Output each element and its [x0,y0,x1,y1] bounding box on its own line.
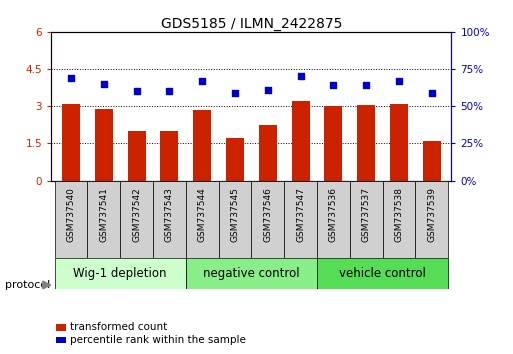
Bar [54,181,87,258]
Text: GSM737536: GSM737536 [329,187,338,242]
Point [67,75,75,81]
Bar [226,138,244,181]
Bar [291,101,309,181]
Point [428,90,436,96]
Bar [128,131,146,181]
Bar [357,105,375,181]
Text: Wig-1 depletion: Wig-1 depletion [73,267,167,280]
Bar [251,181,284,258]
Bar [62,104,80,181]
Point [329,82,338,88]
Bar [317,258,448,289]
Text: GSM737542: GSM737542 [132,187,141,241]
Text: protocol: protocol [5,280,50,290]
Text: percentile rank within the sample: percentile rank within the sample [70,335,246,345]
Bar [87,181,120,258]
Point [395,78,403,84]
Bar [383,181,416,258]
Text: GSM737537: GSM737537 [362,187,371,242]
Bar [153,181,186,258]
Text: GSM737547: GSM737547 [296,187,305,242]
Bar [390,104,408,181]
Point [198,78,206,84]
Text: GSM737538: GSM737538 [394,187,403,242]
Point [231,90,239,96]
Text: GSM737541: GSM737541 [100,187,108,242]
Text: GSM737540: GSM737540 [67,187,75,242]
Bar [161,131,179,181]
Text: negative control: negative control [203,267,300,280]
Text: GSM737545: GSM737545 [230,187,240,242]
Bar [416,181,448,258]
Point [264,87,272,93]
Bar [324,106,342,181]
Bar [284,181,317,258]
Bar [120,181,153,258]
Point [362,82,370,88]
Text: GSM737546: GSM737546 [263,187,272,242]
Text: vehicle control: vehicle control [339,267,426,280]
Text: transformed count: transformed count [70,322,167,332]
Bar [423,141,441,181]
Title: GDS5185 / ILMN_2422875: GDS5185 / ILMN_2422875 [161,17,342,31]
Text: GSM737539: GSM737539 [427,187,436,242]
Bar [56,337,66,343]
Bar [54,258,186,289]
Text: GSM737544: GSM737544 [198,187,207,241]
Point [100,81,108,87]
Text: GSM737543: GSM737543 [165,187,174,242]
Bar [259,125,277,181]
Bar [186,258,317,289]
Bar [219,181,251,258]
Point [165,88,173,94]
Point [132,88,141,94]
Bar [56,324,66,331]
Bar [317,181,350,258]
Bar [350,181,383,258]
Bar [95,109,113,181]
Bar [193,110,211,181]
Point [297,74,305,79]
Bar [186,181,219,258]
